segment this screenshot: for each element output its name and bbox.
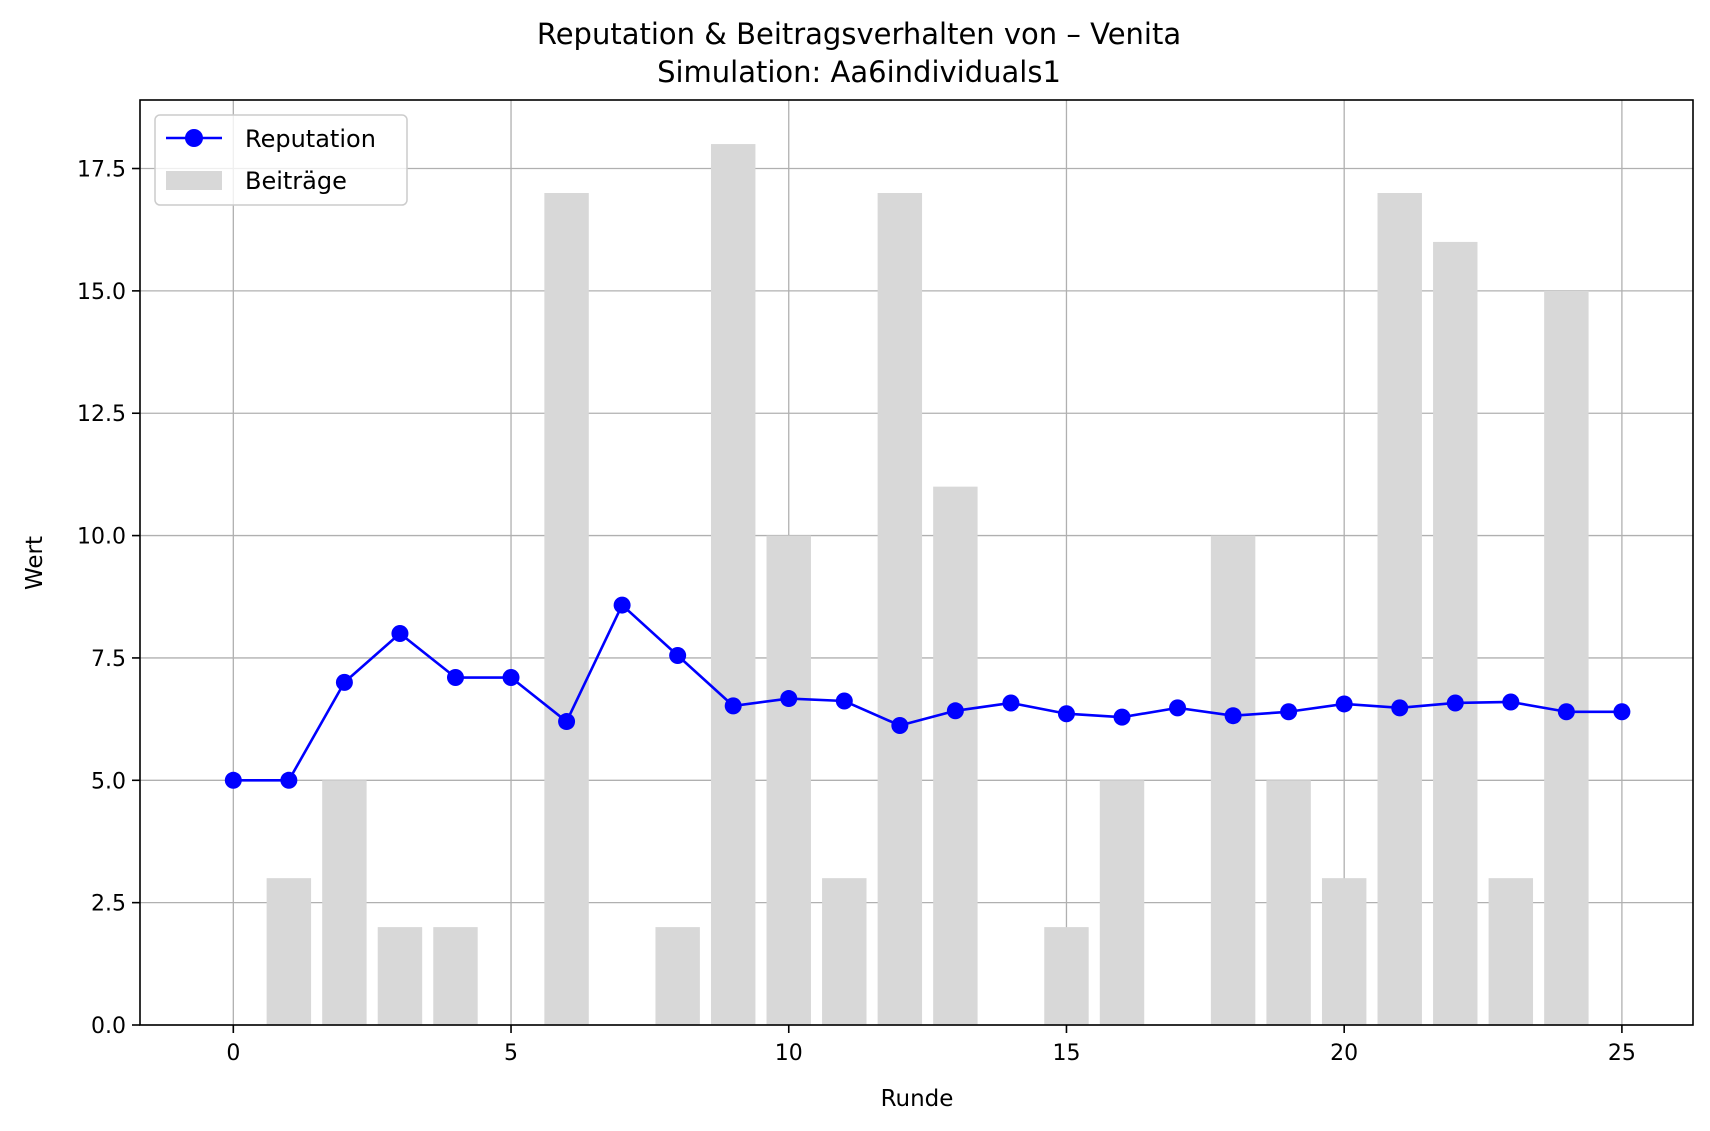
contribution-bar (1488, 878, 1534, 1025)
reputation-point (613, 596, 631, 614)
reputation-point (502, 669, 520, 687)
reputation-point (1613, 703, 1631, 721)
reputation-point (1113, 708, 1131, 726)
plot-frame (139, 99, 1694, 1026)
reputation-line-path (233, 603, 1622, 782)
reputation-point (224, 771, 242, 789)
chart-title: Reputation & Beitragsverhalten von – Ven… (537, 17, 1181, 51)
reputation-point (835, 692, 853, 710)
reputation-point (946, 702, 964, 720)
reputation-point (1002, 694, 1020, 712)
contribution-bar (655, 927, 700, 1025)
reputation-point (1502, 693, 1520, 711)
reputation-point (391, 624, 409, 642)
x-axis-label: Runde (881, 1086, 954, 1112)
contribution-bar (377, 927, 423, 1025)
x-tick-label: 20 (1330, 1041, 1358, 1066)
reputation-point (1280, 703, 1298, 721)
axes-frame (139, 99, 1694, 1026)
contribution-bar (933, 486, 978, 1025)
reputation-point (1557, 703, 1575, 721)
reputation-line (224, 596, 1631, 789)
contribution-bar (1433, 241, 1478, 1025)
contribution-bar (266, 878, 312, 1025)
reputation-point (669, 646, 687, 664)
y-axis-label: Wert (22, 536, 48, 590)
contribution-bar (433, 927, 478, 1025)
contribution-bar (322, 780, 367, 1025)
x-tick-label: 0 (226, 1041, 240, 1066)
legend-contributions-label: Beiträge (245, 167, 347, 195)
x-tick-label: 15 (1052, 1041, 1080, 1066)
contribution-bar (710, 144, 756, 1026)
y-tick-label: 0.0 (91, 1014, 126, 1039)
reputation-point (1391, 699, 1409, 717)
reputation-point (446, 669, 464, 687)
legend: Reputation Beiträge (154, 114, 408, 206)
x-axis-ticks: 0 5 10 15 20 25 (226, 1025, 1636, 1066)
contribution-bar (544, 192, 589, 1026)
reputation-point (1224, 707, 1242, 725)
reputation-point (780, 690, 798, 708)
y-tick-label: 17.5 (77, 158, 126, 183)
reputation-point (1169, 699, 1187, 717)
y-tick-label: 15.0 (77, 280, 126, 305)
y-tick-label: 12.5 (77, 402, 126, 427)
contribution-bar (822, 878, 867, 1025)
contribution-bars (266, 144, 1589, 1026)
y-tick-label: 7.5 (91, 647, 126, 672)
reputation-point (558, 713, 576, 731)
legend-contributions-swatch (166, 171, 222, 190)
contribution-bar (1544, 290, 1589, 1025)
contribution-bar (1099, 780, 1145, 1025)
chart-subtitle: Simulation: Aa6individuals1 (657, 55, 1061, 89)
reputation-point (891, 716, 909, 734)
reputation-point (280, 771, 298, 789)
reputation-point (1335, 695, 1353, 713)
contribution-bar (1321, 878, 1367, 1025)
legend-reputation-label: Reputation (245, 125, 376, 153)
reputation-point (1057, 705, 1075, 723)
contribution-bar (1210, 535, 1256, 1025)
contribution-bar (1377, 192, 1422, 1026)
contribution-bar (766, 535, 811, 1025)
y-tick-label: 10.0 (77, 525, 126, 550)
y-tick-label: 5.0 (91, 769, 126, 794)
reputation-point (724, 697, 742, 715)
x-tick-label: 5 (504, 1041, 518, 1066)
reputation-point (335, 673, 353, 691)
reputation-point (1446, 694, 1464, 712)
contribution-bar (1266, 780, 1311, 1025)
x-tick-label: 10 (775, 1041, 803, 1066)
contribution-bar (877, 192, 923, 1026)
y-tick-label: 2.5 (91, 892, 126, 917)
y-axis-ticks: 0.0 2.5 5.0 7.5 10.0 12.5 15.0 17.5 (77, 158, 140, 1039)
x-tick-label: 25 (1608, 1041, 1636, 1066)
contribution-bar (1044, 927, 1089, 1025)
legend-reputation-marker (185, 129, 203, 147)
